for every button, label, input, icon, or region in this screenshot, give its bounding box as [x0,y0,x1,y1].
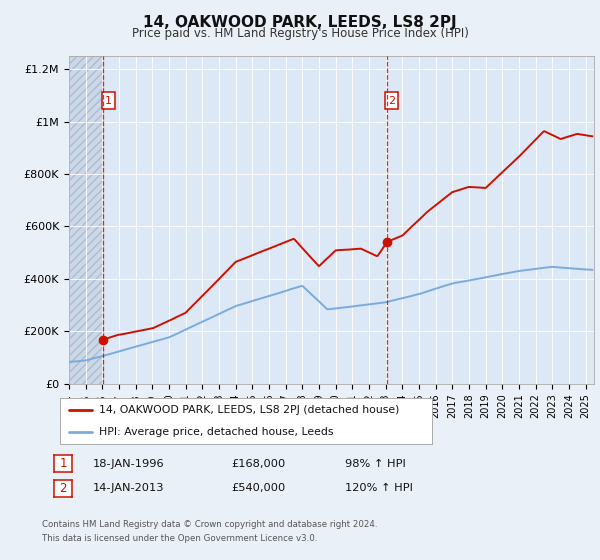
Text: 18-JAN-1996: 18-JAN-1996 [93,459,164,469]
Text: 2: 2 [59,482,67,495]
Text: Contains HM Land Registry data © Crown copyright and database right 2024.: Contains HM Land Registry data © Crown c… [42,520,377,529]
Text: Price paid vs. HM Land Registry's House Price Index (HPI): Price paid vs. HM Land Registry's House … [131,27,469,40]
Text: 120% ↑ HPI: 120% ↑ HPI [345,483,413,493]
Text: 1: 1 [59,457,67,470]
Text: 14, OAKWOOD PARK, LEEDS, LS8 2PJ: 14, OAKWOOD PARK, LEEDS, LS8 2PJ [143,15,457,30]
Text: £168,000: £168,000 [231,459,285,469]
Text: 14, OAKWOOD PARK, LEEDS, LS8 2PJ (detached house): 14, OAKWOOD PARK, LEEDS, LS8 2PJ (detach… [99,405,400,416]
Text: This data is licensed under the Open Government Licence v3.0.: This data is licensed under the Open Gov… [42,534,317,543]
Bar [69,56,103,384]
Text: £540,000: £540,000 [231,483,285,493]
Text: 98% ↑ HPI: 98% ↑ HPI [345,459,406,469]
Bar [69,56,103,384]
Text: 2: 2 [388,96,395,105]
Text: 1: 1 [104,96,112,105]
Text: 14-JAN-2013: 14-JAN-2013 [93,483,164,493]
Text: HPI: Average price, detached house, Leeds: HPI: Average price, detached house, Leed… [99,427,334,437]
